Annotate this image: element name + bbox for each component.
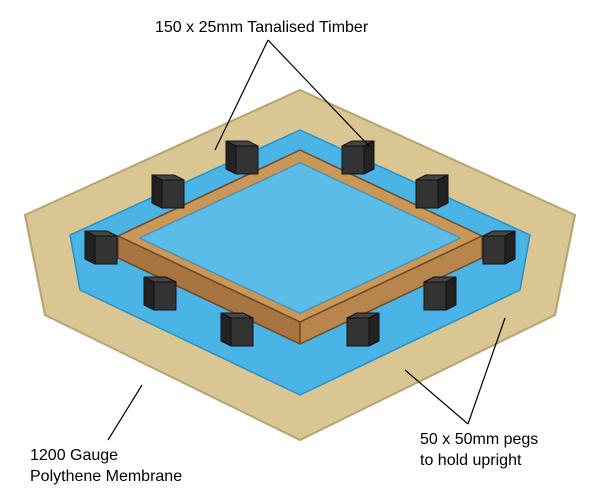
peg-2-front (342, 146, 364, 174)
peg-8-front (154, 282, 176, 310)
peg-9-side (85, 231, 95, 264)
peg-3-front (416, 180, 438, 208)
peg-5-front (424, 282, 446, 310)
peg-9-front (95, 236, 117, 264)
membrane-label-line1: 1200 Gauge (30, 447, 118, 464)
peg-0-front (162, 180, 184, 208)
peg-3-side (438, 175, 448, 208)
pegs-label-line1: 50 x 50mm pegs (420, 431, 538, 448)
peg-4-side (505, 231, 515, 264)
pegs-leader-0 (405, 370, 468, 424)
peg-1-side (226, 141, 236, 174)
timber-label-text: 150 x 25mm Tanalised Timber (155, 19, 368, 36)
pegs-label-line2: to hold upright (420, 452, 521, 469)
peg-5-side (446, 277, 456, 310)
membrane-label-line2: Polythene Membrane (30, 468, 182, 485)
peg-4-front (483, 236, 505, 264)
pegs-label: 50 x 50mm pegs to hold upright (420, 430, 538, 472)
peg-0-side (152, 175, 162, 208)
peg-8-side (144, 277, 154, 310)
peg-1-front (236, 146, 258, 174)
peg-6-front (347, 318, 369, 346)
peg-6-side (369, 313, 379, 346)
timber-label: 150 x 25mm Tanalised Timber (155, 18, 368, 39)
membrane-leader-0 (108, 385, 142, 440)
membrane-label: 1200 Gauge Polythene Membrane (30, 446, 182, 488)
peg-7-front (231, 318, 253, 346)
peg-7-side (221, 313, 231, 346)
foundation-diagram (0, 0, 600, 500)
